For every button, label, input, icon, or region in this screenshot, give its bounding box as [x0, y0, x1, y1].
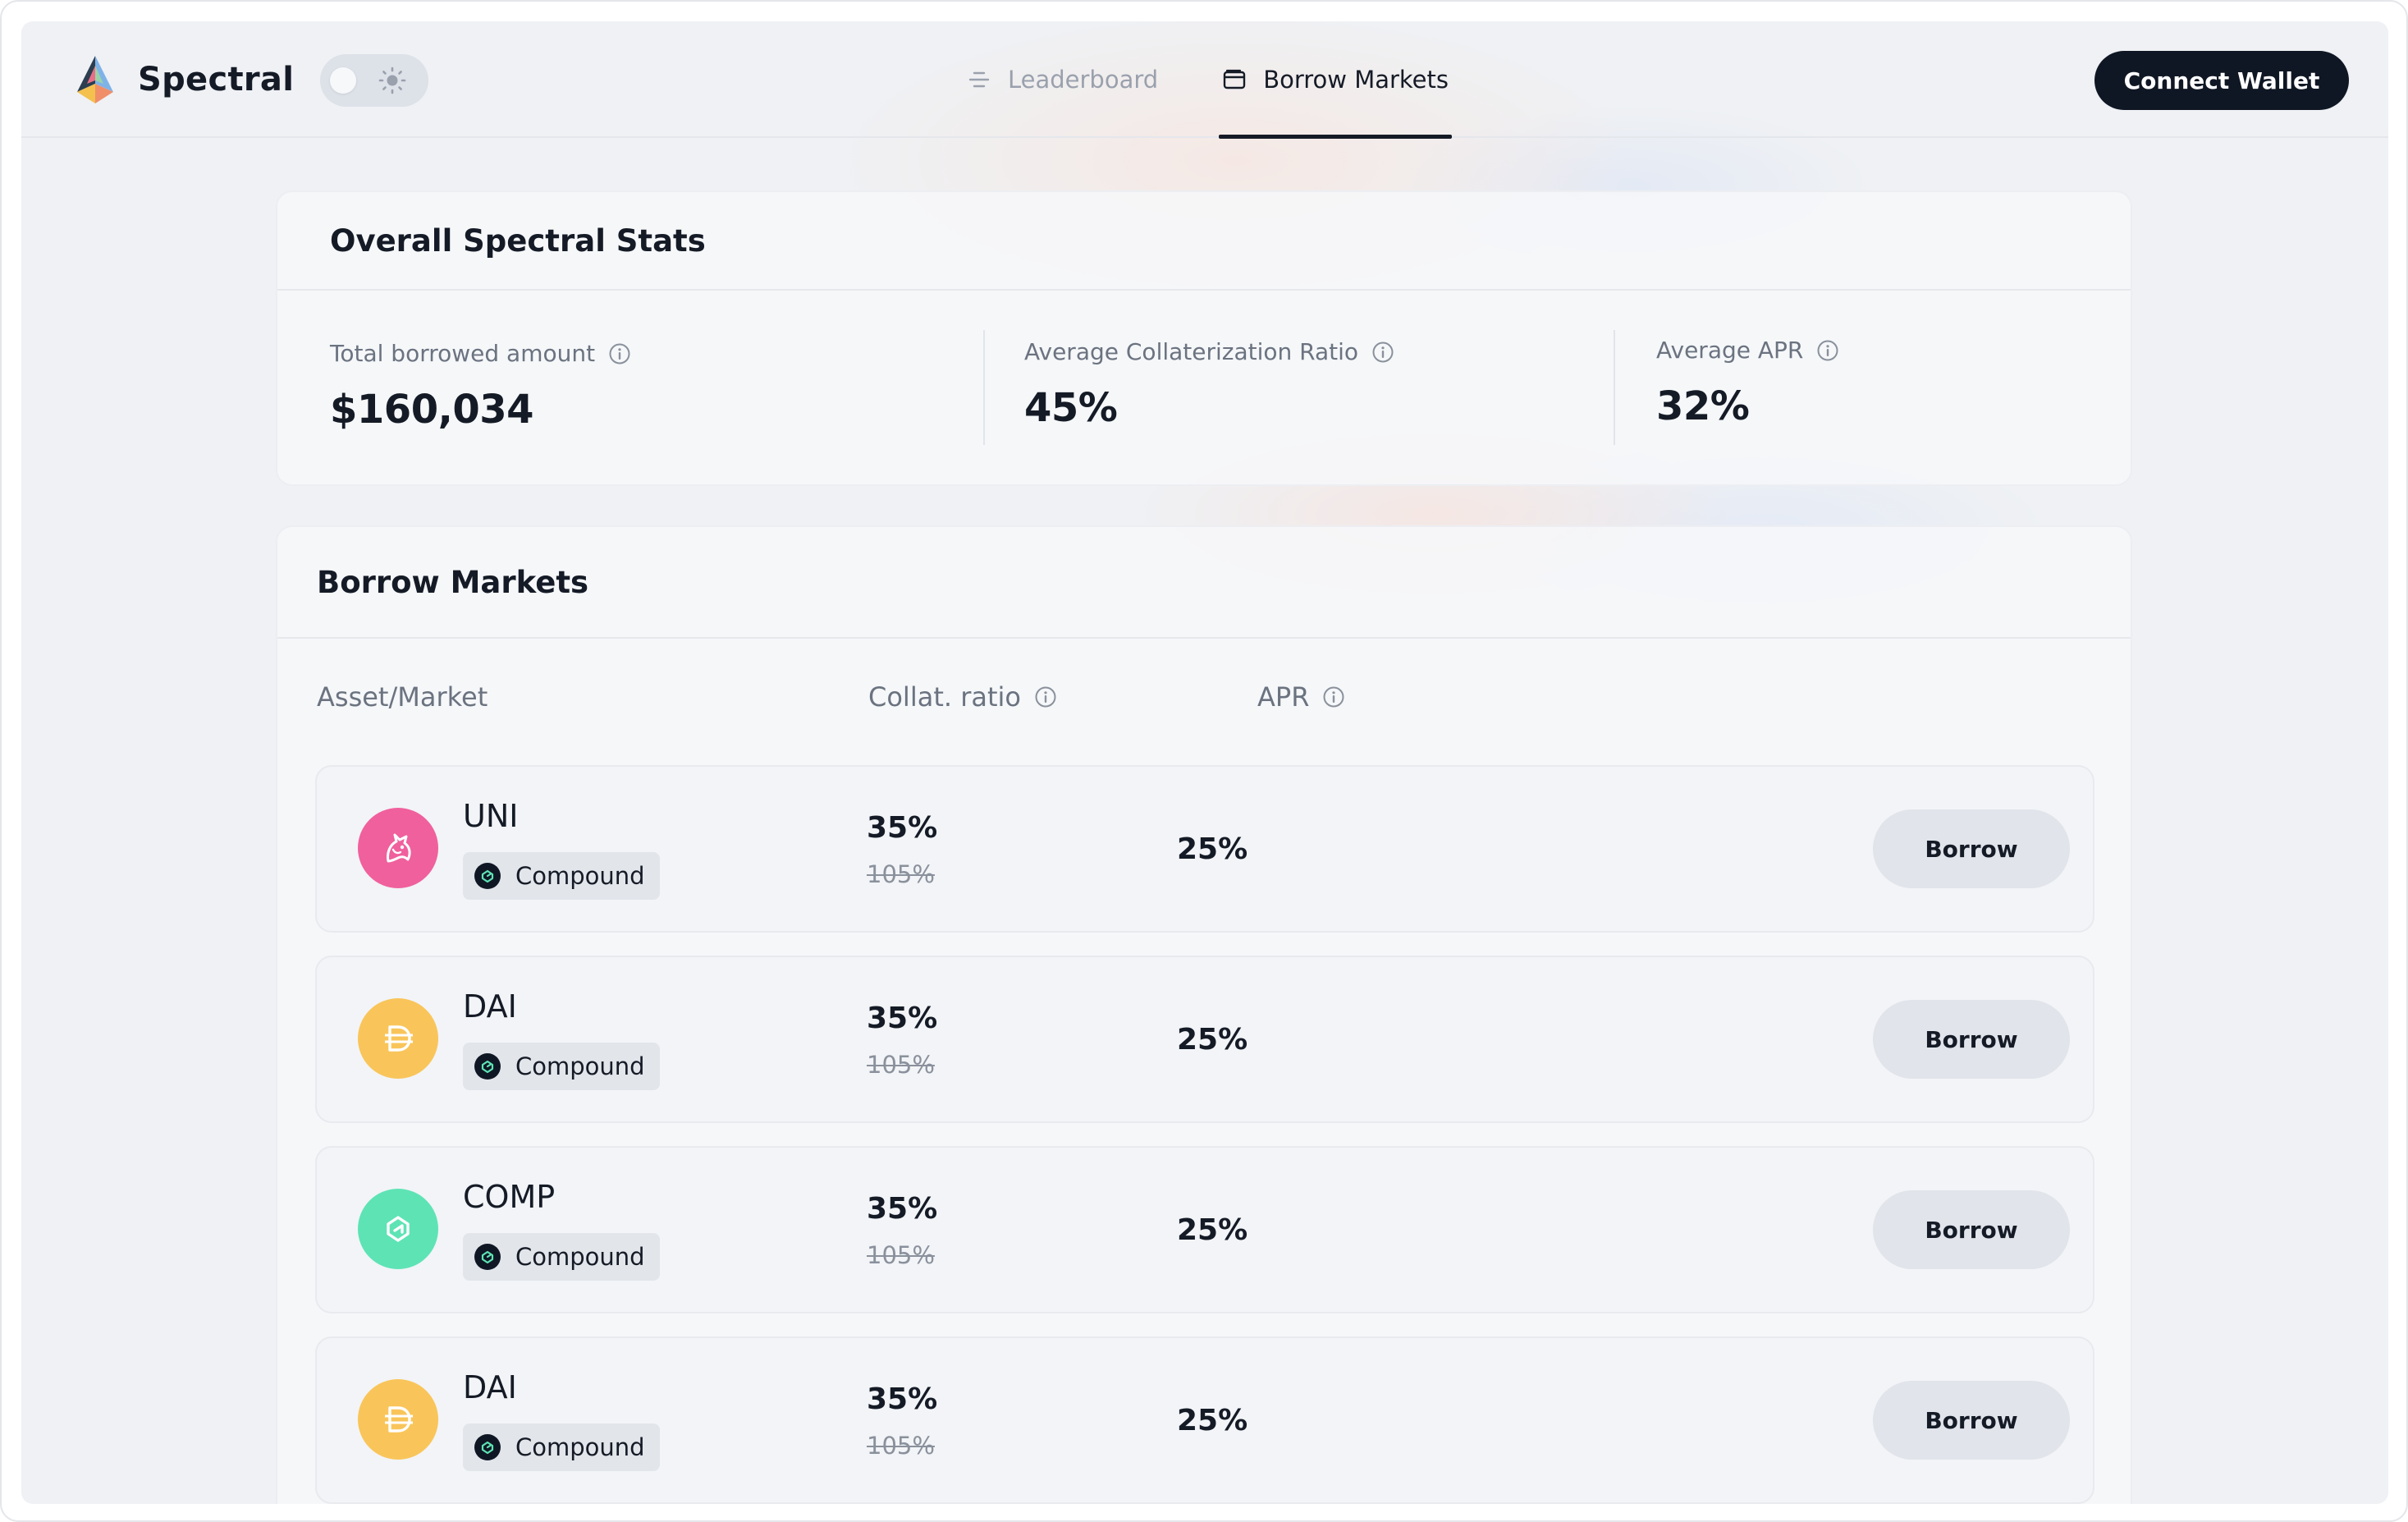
stats-card: Overall Spectral Stats Total borrowed am… [276, 190, 2132, 486]
compound-icon [474, 1053, 501, 1080]
table-row[interactable]: DAI Compound 35% 105% 25% Borrow [315, 1336, 2094, 1504]
stat-avg-collat-ratio-value: 45% [1024, 385, 1118, 431]
tab-borrow-markets[interactable]: Borrow Markets [1219, 21, 1452, 139]
spectral-logo-icon [77, 56, 113, 103]
market-name: Compound [515, 1052, 645, 1080]
toggle-knob [330, 67, 356, 94]
stats-card-header: Overall Spectral Stats [277, 192, 2131, 291]
market-name: Compound [515, 1243, 645, 1271]
stat-divider [1614, 330, 1615, 445]
tab-leaderboard[interactable]: Leaderboard [964, 21, 1161, 138]
sun-icon [378, 66, 406, 94]
stat-avg-apr: Average APR 32% [1656, 337, 1839, 429]
stats-title: Overall Spectral Stats [330, 222, 706, 259]
wallet-icon [1223, 69, 1246, 89]
table-row[interactable]: COMP Compound 35% 105% 25% Borrow [315, 1146, 2094, 1313]
info-icon[interactable] [1322, 685, 1345, 708]
previous-collat-ratio: 105% [867, 1432, 935, 1460]
borrow-button[interactable]: Borrow [1873, 1381, 2070, 1460]
app-container: Spectral Leaderboa [21, 21, 2388, 1504]
collat-ratio: 35% [867, 1382, 938, 1416]
stats-row: Total borrowed amount $160,034 Average C… [277, 291, 2131, 486]
borrow-markets-card: Borrow Markets Asset/Market Collat. rati… [276, 525, 2132, 1504]
stat-avg-apr-value: 32% [1656, 383, 1750, 429]
market-name: Compound [515, 862, 645, 890]
main-nav: Leaderboard Borrow Markets [964, 21, 1452, 139]
previous-collat-ratio: 105% [867, 1241, 935, 1269]
tab-leaderboard-label: Leaderboard [1008, 66, 1159, 94]
asset-name: DAI [463, 988, 517, 1025]
previous-collat-ratio: 105% [867, 860, 935, 888]
market-chip: Compound [463, 852, 660, 900]
dai-icon [358, 998, 438, 1079]
theme-toggle[interactable] [320, 54, 428, 107]
app-name: Spectral [138, 61, 295, 99]
market-chip: Compound [463, 1423, 660, 1471]
column-apr: APR [1257, 681, 1345, 713]
market-chip: Compound [463, 1043, 660, 1090]
asset-name: COMP [463, 1179, 556, 1215]
stat-total-borrowed-label: Total borrowed amount [330, 340, 596, 367]
collat-ratio: 35% [867, 1192, 938, 1226]
stat-total-borrowed-value: $160,034 [330, 387, 534, 433]
compound-icon [474, 1244, 501, 1270]
asset-name: UNI [463, 798, 519, 834]
market-name: Compound [515, 1433, 645, 1461]
apr-value: 25% [1177, 1404, 1248, 1437]
apr-value: 25% [1177, 1023, 1248, 1057]
table-row[interactable]: DAI Compound 35% 105% 25% Borrow [315, 956, 2094, 1123]
brand[interactable]: Spectral [72, 54, 294, 105]
borrow-button[interactable]: Borrow [1873, 1190, 2070, 1269]
table-row[interactable]: UNI Compound 35% 105% 25% Borrow [315, 765, 2094, 933]
stat-total-borrowed: Total borrowed amount $160,034 [330, 340, 631, 433]
compound-icon [474, 1434, 501, 1460]
unicorn-icon [358, 808, 438, 888]
info-icon[interactable] [1816, 339, 1839, 362]
info-icon[interactable] [1371, 341, 1394, 364]
market-chip: Compound [463, 1233, 660, 1281]
stat-avg-apr-label: Average APR [1656, 337, 1804, 364]
markets-title: Borrow Markets [317, 564, 589, 600]
column-collat-ratio: Collat. ratio [868, 681, 1057, 713]
table-header: Asset/Market Collat. ratio APR [277, 639, 2131, 754]
dai-icon [358, 1379, 438, 1460]
stat-avg-collat-ratio: Average Collaterization Ratio 45% [1024, 338, 1394, 431]
leaderboard-icon [968, 71, 990, 88]
stat-divider [983, 330, 985, 445]
comp-icon [358, 1189, 438, 1269]
collat-ratio: 35% [867, 1002, 938, 1035]
compound-icon [474, 863, 501, 889]
apr-value: 25% [1177, 832, 1248, 866]
asset-name: DAI [463, 1369, 517, 1405]
info-icon[interactable] [1034, 685, 1057, 708]
borrow-button[interactable]: Borrow [1873, 809, 2070, 888]
column-asset-market: Asset/Market [317, 681, 488, 713]
borrow-button[interactable]: Borrow [1873, 1000, 2070, 1079]
top-bar: Spectral Leaderboa [21, 21, 2388, 139]
info-icon[interactable] [608, 342, 631, 365]
tab-borrow-markets-label: Borrow Markets [1263, 66, 1449, 94]
previous-collat-ratio: 105% [867, 1051, 935, 1079]
connect-wallet-button[interactable]: Connect Wallet [2094, 51, 2349, 110]
stat-avg-collat-ratio-label: Average Collaterization Ratio [1024, 338, 1359, 365]
apr-value: 25% [1177, 1213, 1248, 1247]
markets-card-header: Borrow Markets [277, 527, 2131, 639]
collat-ratio: 35% [867, 811, 938, 845]
